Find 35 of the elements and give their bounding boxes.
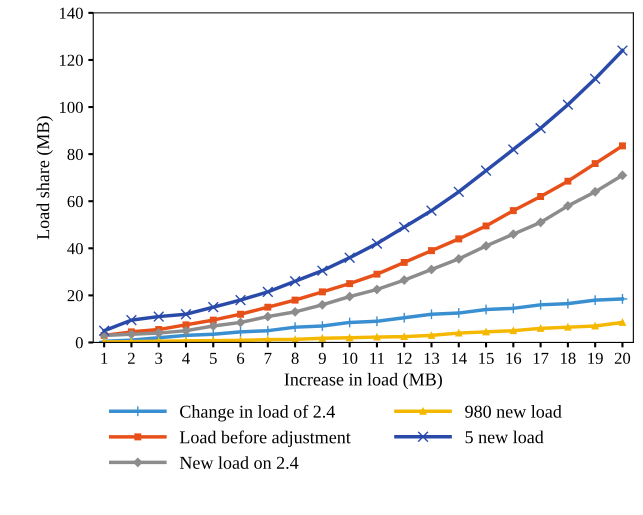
y-tick-label: 0 <box>76 337 83 348</box>
x-tick-label: 6 <box>237 352 244 364</box>
x-axis-title: Increase in load (MB) <box>284 372 442 390</box>
x-tick-label: 3 <box>155 352 162 364</box>
x-tick-label: 19 <box>588 352 603 364</box>
legend-label: Change in load of 2.4 <box>180 404 336 422</box>
x-tick-label: 2 <box>128 352 135 364</box>
y-tick-label: 140 <box>60 8 83 19</box>
legend-label: New load on 2.4 <box>180 456 298 469</box>
x-tick-label: 18 <box>561 352 576 364</box>
x-tick-label: 8 <box>292 352 299 364</box>
x-tick-label: 17 <box>534 352 548 364</box>
legend-label: Load before adjustment <box>180 430 351 448</box>
x-tick-label: 15 <box>479 352 494 364</box>
x-tick-label: 20 <box>614 352 630 364</box>
x-tick-label: 11 <box>370 352 384 364</box>
x-tick-label: 13 <box>424 352 440 364</box>
x-tick-label: 10 <box>342 352 358 364</box>
y-tick-label: 80 <box>67 148 83 160</box>
x-tick-label: 7 <box>264 352 272 364</box>
y-tick-label: 20 <box>68 290 83 302</box>
y-axis-title: Load share (MB) <box>36 116 53 240</box>
x-tick-label: 4 <box>182 352 190 364</box>
legend-label: 980 new load <box>465 405 562 418</box>
x-tick-label: 1 <box>101 352 108 364</box>
y-tick-label: 40 <box>67 243 83 254</box>
y-tick-label: 100 <box>60 102 83 113</box>
x-tick-label: 12 <box>397 352 412 364</box>
x-tick-label: 16 <box>506 352 522 364</box>
y-tick-label: 60 <box>68 196 83 208</box>
legend-label: 5 new load <box>466 430 544 444</box>
y-tick-label: 120 <box>60 54 83 66</box>
x-tick-label: 9 <box>318 352 326 364</box>
x-tick-label: 14 <box>452 352 467 364</box>
x-tick-label: 5 <box>210 352 217 364</box>
